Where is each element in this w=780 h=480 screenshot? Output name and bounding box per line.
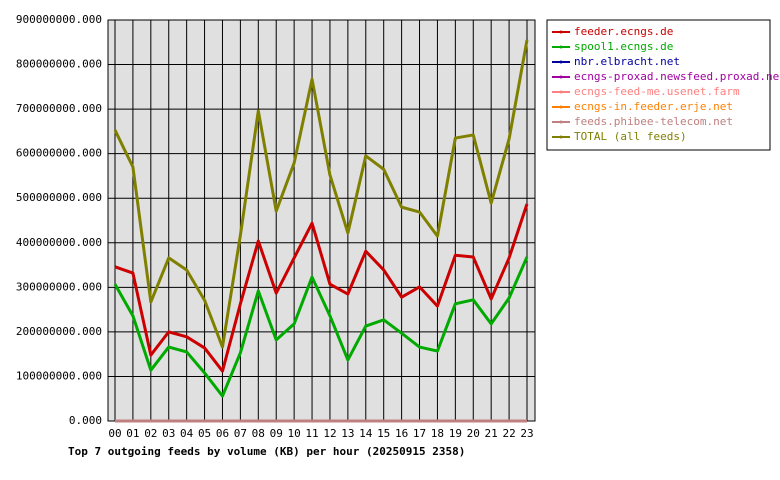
legend-marker bbox=[559, 60, 563, 64]
x-tick-label: 13 bbox=[341, 427, 354, 440]
x-tick-label: 05 bbox=[198, 427, 211, 440]
x-tick-label: 20 bbox=[467, 427, 480, 440]
legend-label: feeds.phibee-telecom.net bbox=[574, 115, 733, 128]
legend-marker bbox=[559, 90, 563, 94]
series-line bbox=[113, 256, 529, 398]
x-tick-label: 01 bbox=[126, 427, 139, 440]
series-line bbox=[113, 39, 529, 349]
x-tick-label: 21 bbox=[485, 427, 498, 440]
legend-label: TOTAL (all feeds) bbox=[574, 130, 687, 143]
legend-marker bbox=[559, 75, 563, 79]
legend-label: feeder.ecngs.de bbox=[574, 25, 673, 38]
legend-label: ecngs-feed-me.usenet.farm bbox=[574, 85, 740, 98]
x-tick-label: 07 bbox=[234, 427, 247, 440]
y-tick-label: 300000000.000 bbox=[16, 280, 102, 293]
x-tick-label: 09 bbox=[270, 427, 283, 440]
legend-marker bbox=[559, 45, 563, 49]
series-line bbox=[114, 203, 529, 373]
y-tick-label: 800000000.000 bbox=[16, 58, 102, 71]
y-tick-label: 700000000.000 bbox=[16, 102, 102, 115]
legend-label: spool1.ecngs.de bbox=[574, 40, 673, 53]
x-tick-label: 04 bbox=[180, 427, 194, 440]
y-tick-label: 400000000.000 bbox=[16, 236, 102, 249]
x-tick-label: 16 bbox=[395, 427, 408, 440]
x-tick-label: 14 bbox=[359, 427, 373, 440]
x-tick-label: 23 bbox=[520, 427, 533, 440]
x-tick-label: 10 bbox=[288, 427, 301, 440]
legend-marker bbox=[559, 30, 563, 34]
legend-marker bbox=[559, 120, 563, 124]
legend-label: ecngs-proxad.newsfeed.proxad.net bbox=[574, 70, 780, 83]
y-tick-label: 200000000.000 bbox=[16, 325, 102, 338]
plot-area bbox=[107, 19, 536, 422]
chart-title: Top 7 outgoing feeds by volume (KB) per … bbox=[68, 445, 465, 458]
x-tick-label: 12 bbox=[323, 427, 336, 440]
legend-marker bbox=[559, 105, 563, 109]
x-tick-label: 11 bbox=[305, 427, 318, 440]
legend-box bbox=[546, 19, 771, 151]
legend-label: nbr.elbracht.net bbox=[574, 55, 680, 68]
x-tick-label: 03 bbox=[162, 427, 175, 440]
x-tick-label: 22 bbox=[502, 427, 515, 440]
legend-marker bbox=[559, 135, 563, 139]
x-tick-label: 18 bbox=[431, 427, 444, 440]
y-tick-label: 900000000.000 bbox=[16, 13, 102, 26]
x-tick-label: 02 bbox=[144, 427, 157, 440]
x-tick-label: 17 bbox=[413, 427, 426, 440]
y-tick-label: 0.000 bbox=[69, 414, 102, 427]
x-tick-label: 15 bbox=[377, 427, 390, 440]
legend-label: ecngs-in.feeder.erje.net bbox=[574, 100, 733, 113]
x-tick-label: 08 bbox=[252, 427, 265, 440]
x-tick-label: 00 bbox=[108, 427, 121, 440]
y-tick-label: 600000000.000 bbox=[16, 147, 102, 160]
x-tick-label: 06 bbox=[216, 427, 229, 440]
y-tick-label: 500000000.000 bbox=[16, 191, 102, 204]
x-tick-label: 19 bbox=[449, 427, 462, 440]
y-tick-label: 100000000.000 bbox=[16, 369, 102, 382]
